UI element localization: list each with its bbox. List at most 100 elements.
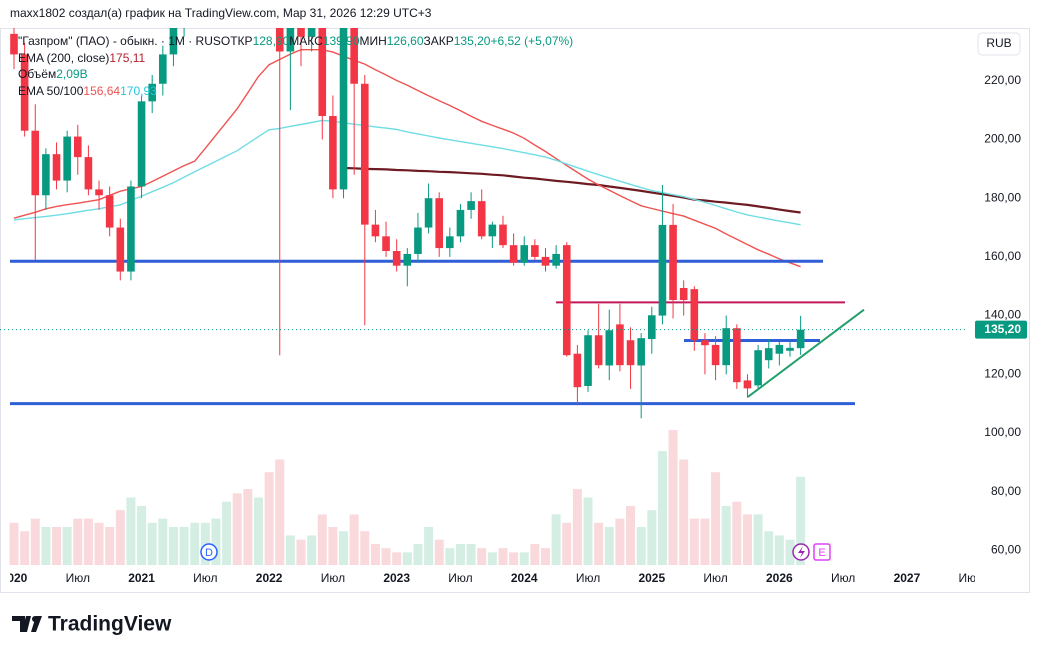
volume-bar [700,518,710,565]
candle-body [350,28,358,84]
logo-icon [12,616,31,632]
volume-bar [583,497,593,565]
volume-bar [477,548,487,565]
candle-body [552,253,560,266]
x-axis: 2020 Июл 2021 Июл 2022 Июл 2023 Июл 2024 Июл 2025 И… [10,571,975,585]
candle-body [616,324,624,366]
x-tick-label: 2024 [511,571,538,585]
x-tick-label: Июл [66,571,90,585]
candle-body [690,289,699,341]
volume-bar [232,493,242,565]
brand: TradingView [48,613,172,636]
candle-body [711,344,720,366]
candle-body [95,189,103,196]
candle-body [446,236,454,249]
candle-body [562,245,571,356]
volume-bar [679,459,689,565]
volume-bar [222,501,232,565]
candle-body [73,136,82,158]
indicator-name: EMA (200, close) [18,51,109,65]
candle-body [722,328,731,366]
candle-body [754,350,762,386]
candle-body [541,256,550,266]
indicator-value: 175,11 [109,51,145,65]
volume-bar [360,531,370,565]
volume-bar [541,548,550,565]
y-tick-label: 80,00 [991,484,1021,498]
volume-bar [402,552,412,565]
x-tick-label: Июл [193,571,217,585]
volume-bar [211,518,221,565]
volume-bar [137,505,147,565]
candle-body [573,353,582,388]
volume-bar [328,527,338,565]
volume-bar [551,514,561,565]
candle-body [477,201,486,237]
volume-bar [243,489,253,565]
ohlc-value: 126,60 [387,34,424,48]
x-tick-label: 2021 [128,571,155,585]
volume-bar [466,543,476,565]
currency: RUB [986,36,1011,50]
volume-bar [626,505,636,565]
volume-bar [94,522,104,565]
volume-bar [647,510,657,565]
candle-body [775,344,784,354]
volume-bar [52,527,62,565]
candle-body [414,227,422,254]
volume-bar [455,543,465,565]
volume-bar [381,548,391,565]
y-tick-label: 160,00 [984,249,1021,263]
volume-bar [509,552,519,565]
x-tick-label: Июл [448,571,472,585]
last-price-box [975,320,1027,339]
volume-bar [264,472,274,565]
ohlc-key: ОТКР [221,34,253,48]
volume-bar [200,522,210,565]
indicator-line [13,119,801,226]
volume-bar [785,539,795,565]
trend-line [747,308,865,398]
candle-body [733,328,741,383]
ohlc-key: МИН [360,34,387,48]
volume-bar [30,518,40,565]
volume-bar [413,543,423,565]
candle-body [371,224,380,237]
volume-name: Объём [18,67,56,81]
volume-bar [41,527,51,565]
volume-bar [20,531,30,565]
candle-body [180,28,188,29]
ohlc-value: 128,90 [253,34,290,48]
candle-body [169,28,178,55]
volume-bar [657,451,667,565]
volume-bar [9,522,19,565]
volume-bar [594,522,604,565]
candle-body [403,253,412,266]
volume-bar [615,518,625,565]
candle-body [669,224,677,301]
volume-bar [190,522,200,565]
candle-body [297,28,305,37]
candle-body [382,236,390,252]
volume-bar [530,543,540,565]
volume-bar [317,514,327,565]
ohlc-value: 135,20 [454,34,491,48]
y-tick-label: 100,00 [984,425,1021,439]
volume-bar [158,518,168,565]
volume-bar [572,489,582,565]
candle-body [648,315,656,340]
candle-body [488,224,497,237]
volume-bar [126,497,136,565]
ohlc-value: 139,90 [323,34,360,48]
candle-body [658,224,667,316]
volume-bar [339,531,349,565]
ohlc-key: МАКС [289,34,323,48]
candle-body [679,287,688,301]
volume-bar [604,527,614,565]
candle-body [307,28,316,37]
candle-body [52,154,61,181]
volume-bar [296,539,306,565]
legend: "Газпром" (ПАО) - обыкн. · 1М · RUSОТКР1… [18,34,573,98]
candle-body [84,157,93,190]
volume-bar [424,527,434,565]
